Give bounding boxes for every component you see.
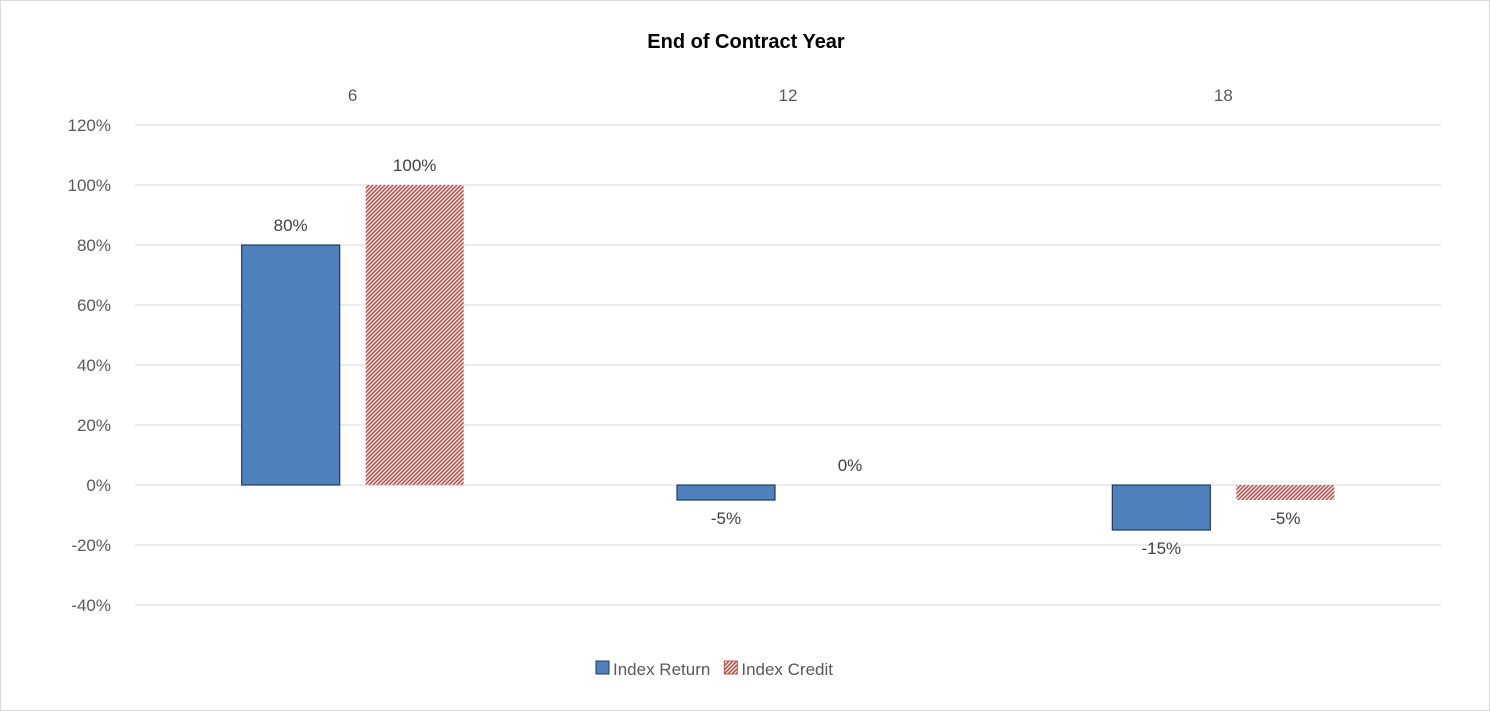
data-label: -15%: [1141, 539, 1181, 558]
data-label: -5%: [1270, 509, 1300, 528]
legend-swatch: [723, 660, 738, 675]
y-tick-label: -40%: [71, 596, 111, 615]
chart-title: End of Contract Year: [647, 31, 845, 53]
y-tick-label: 60%: [77, 296, 111, 315]
y-tick-label: 80%: [77, 236, 111, 255]
legend: Index Return Index Credit: [595, 660, 833, 679]
bar: [676, 484, 776, 501]
x-axis-ticks: 6 12 18: [348, 86, 1233, 105]
data-label: -5%: [711, 509, 741, 528]
gridlines: [135, 124, 1441, 606]
bar: [365, 185, 464, 485]
x-tick-label: 18: [1214, 86, 1233, 105]
y-tick-label: 0%: [86, 476, 111, 495]
y-tick-label: 20%: [77, 416, 111, 435]
data-labels: 80% -5% -15% 100% 0% -5%: [274, 156, 1301, 558]
legend-label: Index Return: [613, 660, 710, 679]
bar: [1111, 484, 1211, 531]
data-label: 80%: [274, 216, 308, 235]
bars: [241, 185, 1335, 531]
bar: [241, 244, 341, 486]
x-tick-label: 6: [348, 86, 357, 105]
y-tick-label: 100%: [68, 176, 111, 195]
y-tick-label: -20%: [71, 536, 111, 555]
legend-label: Index Credit: [741, 660, 833, 679]
x-tick-label: 12: [779, 86, 798, 105]
y-tick-label: 120%: [68, 116, 111, 135]
data-label: 100%: [393, 156, 436, 175]
y-tick-label: 40%: [77, 356, 111, 375]
y-axis-ticks: 120% 100% 80% 60% 40% 20% 0% -20% -40%: [68, 116, 111, 615]
data-label: 0%: [838, 456, 863, 475]
legend-swatch: [595, 660, 610, 675]
bar: [1236, 485, 1335, 500]
